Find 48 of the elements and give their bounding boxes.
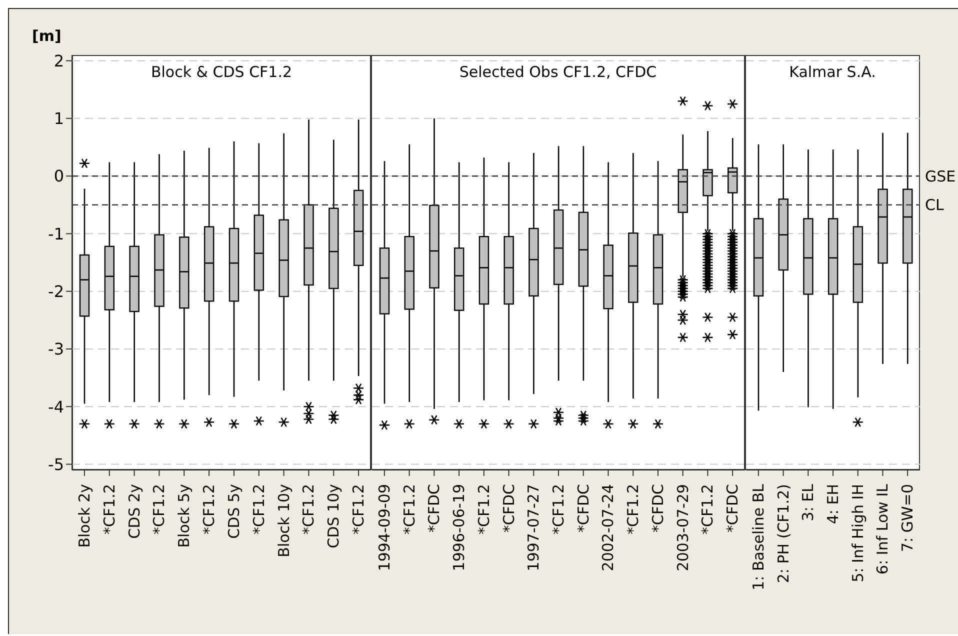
x-tick-label: *CF1.2 — [400, 484, 418, 534]
x-tick-label: 2003-07-29 — [674, 484, 692, 572]
x-tick-label: 6: Inf Low IL — [874, 483, 892, 574]
y-tick-label: -4 — [48, 397, 64, 416]
x-tick-label: *CFDC — [500, 484, 518, 533]
x-tick-label: Block 5y — [175, 484, 194, 548]
x-tick-label: *CF1.2 — [474, 484, 493, 534]
ref-line-label: GSE — [925, 167, 956, 186]
y-tick-label: -2 — [48, 282, 64, 301]
x-tick-label: 1994-09-09 — [375, 484, 394, 572]
x-tick-label: *CF1.2 — [550, 484, 568, 534]
y-tick-label: -5 — [48, 454, 64, 474]
x-tick-label: 2002-07-24 — [599, 484, 618, 572]
x-tick-label: *CF1.2 — [624, 484, 642, 534]
x-tick-label: 1997-07-27 — [524, 484, 543, 572]
y-tick-label: 2 — [54, 51, 64, 70]
text: Kalmar S.A. — [788, 63, 877, 81]
x-tick-label: 4: EH — [824, 484, 842, 524]
x-tick-label: 1996-06-19 — [450, 484, 468, 572]
x-tick-label: Block 10y — [274, 484, 293, 558]
x-tick-label: *CF1.2 — [150, 484, 168, 534]
text: Selected Obs CF1.2, CFDC — [458, 63, 658, 81]
x-tick-label: 5: Inf High IH — [848, 484, 867, 582]
x-tick-label: *CFDC — [425, 484, 444, 533]
x-tick-label: *CF1.2 — [200, 484, 218, 534]
x-tick-label: *CFDC — [648, 484, 667, 533]
x-tick-label: CDS 10y — [324, 484, 343, 548]
x-tick-label: *CF1.2 — [350, 484, 368, 534]
text: Block & CDS CF1.2 — [150, 63, 294, 81]
x-tick-label: *CF1.2 — [250, 484, 268, 534]
x-tick-label: *CFDC — [724, 484, 742, 533]
x-tick-label: *CFDC — [574, 484, 592, 533]
x-tick-label: *CF1.2 — [698, 484, 717, 534]
x-tick-label: 1: Baseline BL — [749, 483, 768, 590]
x-tick-label: Block 2y — [75, 484, 94, 548]
y-tick-label: -1 — [48, 224, 64, 244]
y-axis-title: [m] — [32, 27, 62, 45]
x-tick-label: *CF1.2 — [100, 484, 118, 534]
x-tick-label: *CF1.2 — [300, 484, 318, 534]
y-tick-label: -3 — [48, 340, 64, 359]
x-tick-label: 3: EL — [799, 483, 818, 522]
x-tick-label: CDS 2y — [125, 484, 144, 539]
x-tick-label: 2: PH (CF1.2) — [774, 484, 792, 584]
y-tick-label: 0 — [54, 166, 64, 186]
x-tick-label: 7: GW=0 — [898, 484, 917, 552]
ref-line-label: CL — [925, 196, 944, 214]
y-tick-label: 1 — [54, 109, 64, 128]
x-tick-label: CDS 5y — [224, 484, 243, 539]
